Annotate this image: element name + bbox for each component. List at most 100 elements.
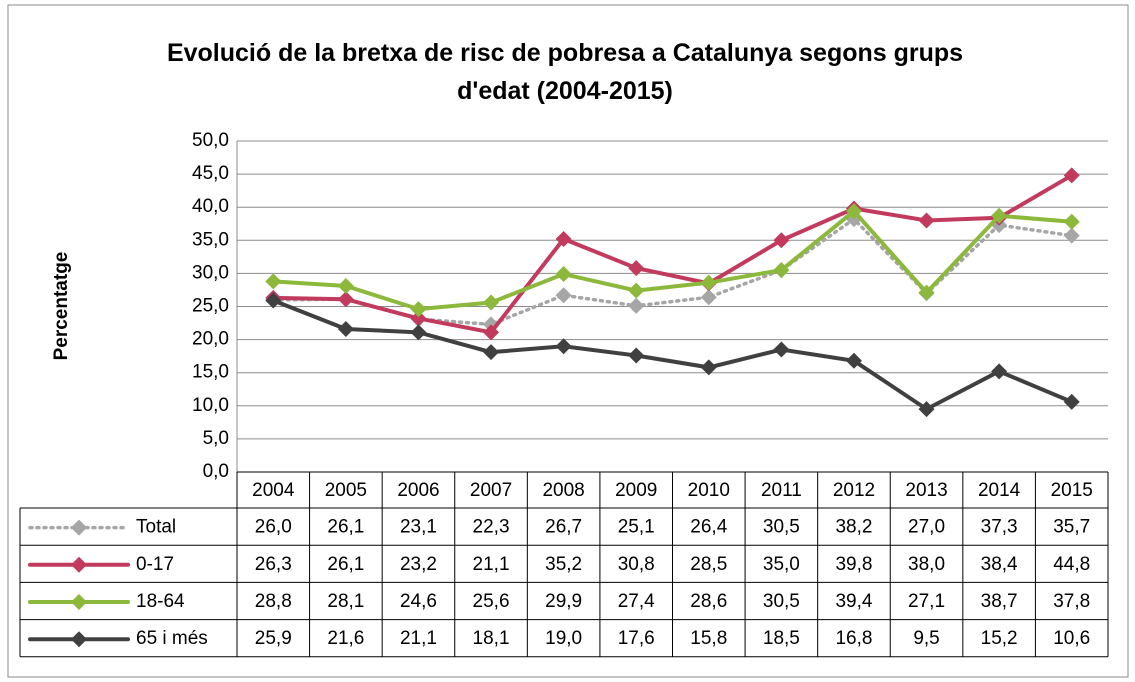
table-value: 26,3: [255, 554, 292, 575]
y-tick-label: 20,0: [192, 329, 229, 350]
table-value: 38,4: [981, 554, 1018, 575]
y-tick-label: 40,0: [192, 196, 229, 217]
legend-marker: [71, 556, 87, 573]
marker: [555, 230, 572, 247]
x-tick-label: 2013: [905, 480, 947, 501]
table-value: 23,1: [400, 517, 437, 538]
table-value: 26,4: [690, 517, 727, 538]
table-value: 37,8: [1053, 591, 1090, 612]
marker: [1063, 227, 1080, 244]
x-tick-label: 2007: [470, 480, 512, 501]
y-tick-label: 25,0: [192, 296, 229, 317]
table-value: 28,1: [327, 591, 364, 612]
y-tick-label: 45,0: [192, 163, 229, 184]
table-value: 30,8: [618, 554, 655, 575]
table-value: 35,2: [545, 554, 582, 575]
marker: [628, 260, 645, 277]
marker: [773, 341, 790, 358]
marker: [991, 363, 1008, 380]
marker: [555, 266, 572, 283]
table-value: 26,1: [327, 517, 364, 538]
legend-marker: [71, 519, 87, 536]
marker: [483, 294, 500, 311]
marker: [845, 352, 862, 369]
x-tick-label: 2010: [688, 480, 730, 501]
table-value: 29,9: [545, 591, 582, 612]
table-value: 9,5: [913, 628, 939, 649]
marker: [628, 297, 645, 314]
table-value: 38,2: [835, 517, 872, 538]
y-tick-label: 50,0: [192, 130, 229, 151]
table-value: 21,6: [327, 628, 364, 649]
marker: [1063, 393, 1080, 410]
x-tick-label: 2014: [978, 480, 1021, 501]
marker: [700, 289, 717, 306]
marker: [918, 284, 935, 301]
table-value: 18,5: [763, 628, 800, 649]
table-value: 24,6: [400, 591, 437, 612]
table-value: 27,0: [908, 517, 945, 538]
y-axis-label: Percentatge: [51, 252, 72, 361]
table-value: 35,7: [1053, 517, 1090, 538]
table-value: 39,8: [835, 554, 872, 575]
marker: [918, 401, 935, 418]
legend-marker: [71, 631, 87, 648]
marker: [483, 344, 500, 361]
table-value: 30,5: [763, 591, 800, 612]
table-value: 16,8: [835, 628, 872, 649]
marker: [337, 291, 354, 308]
table-value: 25,1: [618, 517, 655, 538]
marker: [1063, 167, 1080, 184]
marker: [555, 287, 572, 304]
marker: [265, 273, 282, 290]
marker: [628, 282, 645, 299]
marker: [410, 324, 427, 341]
legend-label: 0-17: [136, 554, 174, 575]
marker: [773, 232, 790, 249]
x-tick-label: 2015: [1051, 480, 1093, 501]
table-value: 27,1: [908, 591, 945, 612]
marker: [918, 212, 935, 229]
x-tick-label: 2011: [761, 480, 802, 501]
marker: [628, 347, 645, 364]
table-value: 38,7: [981, 591, 1018, 612]
y-tick-label: 35,0: [192, 229, 229, 250]
x-tick-label: 2008: [542, 480, 584, 501]
table-value: 15,2: [981, 628, 1018, 649]
y-tick-label: 30,0: [192, 262, 229, 283]
table-value: 18,1: [473, 628, 510, 649]
chart-title: Evolució de la bretxa de risc de pobresa…: [166, 39, 964, 105]
marker: [555, 338, 572, 355]
table-value: 23,2: [400, 554, 437, 575]
table-value: 21,1: [400, 628, 437, 649]
y-tick-label: 10,0: [192, 395, 229, 416]
table-value: 21,1: [473, 554, 510, 575]
legend-marker: [71, 594, 87, 610]
table-value: 22,3: [473, 517, 510, 538]
table-value: 25,6: [473, 591, 510, 612]
marker: [337, 321, 354, 338]
table-value: 26,0: [255, 517, 292, 538]
table-value: 44,8: [1053, 554, 1090, 575]
table-value: 39,4: [835, 591, 872, 612]
x-tick-label: 2004: [252, 480, 295, 501]
marker: [845, 203, 862, 220]
marker: [773, 262, 790, 279]
table-value: 28,8: [255, 591, 292, 612]
marker: [410, 301, 427, 318]
series-line: [271, 298, 1074, 412]
y-tick-label: 15,0: [192, 362, 229, 383]
legend-label: Total: [136, 517, 176, 538]
y-tick-label: 0,0: [203, 461, 229, 482]
chart-border: [7, 4, 1129, 678]
table-value: 30,5: [763, 517, 800, 538]
marker: [700, 274, 717, 291]
marker: [991, 207, 1008, 224]
table-value: 17,6: [618, 628, 655, 649]
marker: [1063, 213, 1080, 230]
table-value: 27,4: [618, 591, 655, 612]
table-value: 15,8: [690, 628, 727, 649]
table-value: 28,6: [690, 591, 727, 612]
y-tick-label: 5,0: [203, 428, 229, 449]
